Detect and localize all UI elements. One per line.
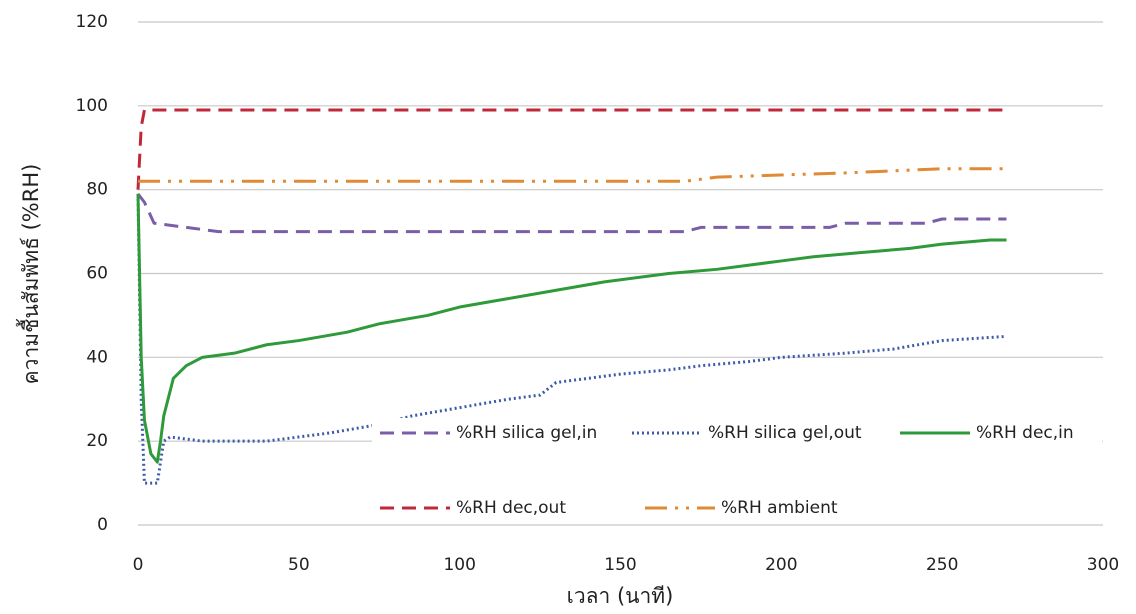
x-tick-label: 200 xyxy=(765,555,797,575)
series-line xyxy=(136,108,1007,190)
y-tick-label: 120 xyxy=(76,12,108,32)
y-tick-label: 60 xyxy=(86,264,108,284)
x-tick-label: 100 xyxy=(443,555,475,575)
y-tick-label: 80 xyxy=(86,180,108,200)
legend-label: %RH silica gel,in xyxy=(456,423,597,443)
x-tick-label: 150 xyxy=(604,555,636,575)
legend-label: %RH silica gel,out xyxy=(708,423,862,443)
y-tick-label: 40 xyxy=(86,347,108,367)
series-line xyxy=(138,167,1007,183)
legend-background xyxy=(372,418,1102,518)
y-tick-label: 20 xyxy=(86,431,108,451)
series-line xyxy=(136,193,1007,464)
legend-label: %RH dec,in xyxy=(976,423,1074,443)
x-tick-label: 250 xyxy=(926,555,958,575)
legend-label: %RH ambient xyxy=(721,498,838,518)
y-tick-label: 100 xyxy=(76,96,108,116)
y-axis-title: ความชื้นสัมพัทธ์ (%RH) xyxy=(16,164,43,385)
series-line xyxy=(136,192,1007,234)
x-axis-title: เวลา (นาที) xyxy=(567,584,674,608)
x-tick-label: 0 xyxy=(133,555,144,575)
legend-label: %RH dec,out xyxy=(456,498,566,518)
x-tick-label: 50 xyxy=(288,555,310,575)
series-line xyxy=(136,193,1007,485)
y-tick-label: 0 xyxy=(97,515,108,535)
x-tick-label: 300 xyxy=(1087,555,1119,575)
